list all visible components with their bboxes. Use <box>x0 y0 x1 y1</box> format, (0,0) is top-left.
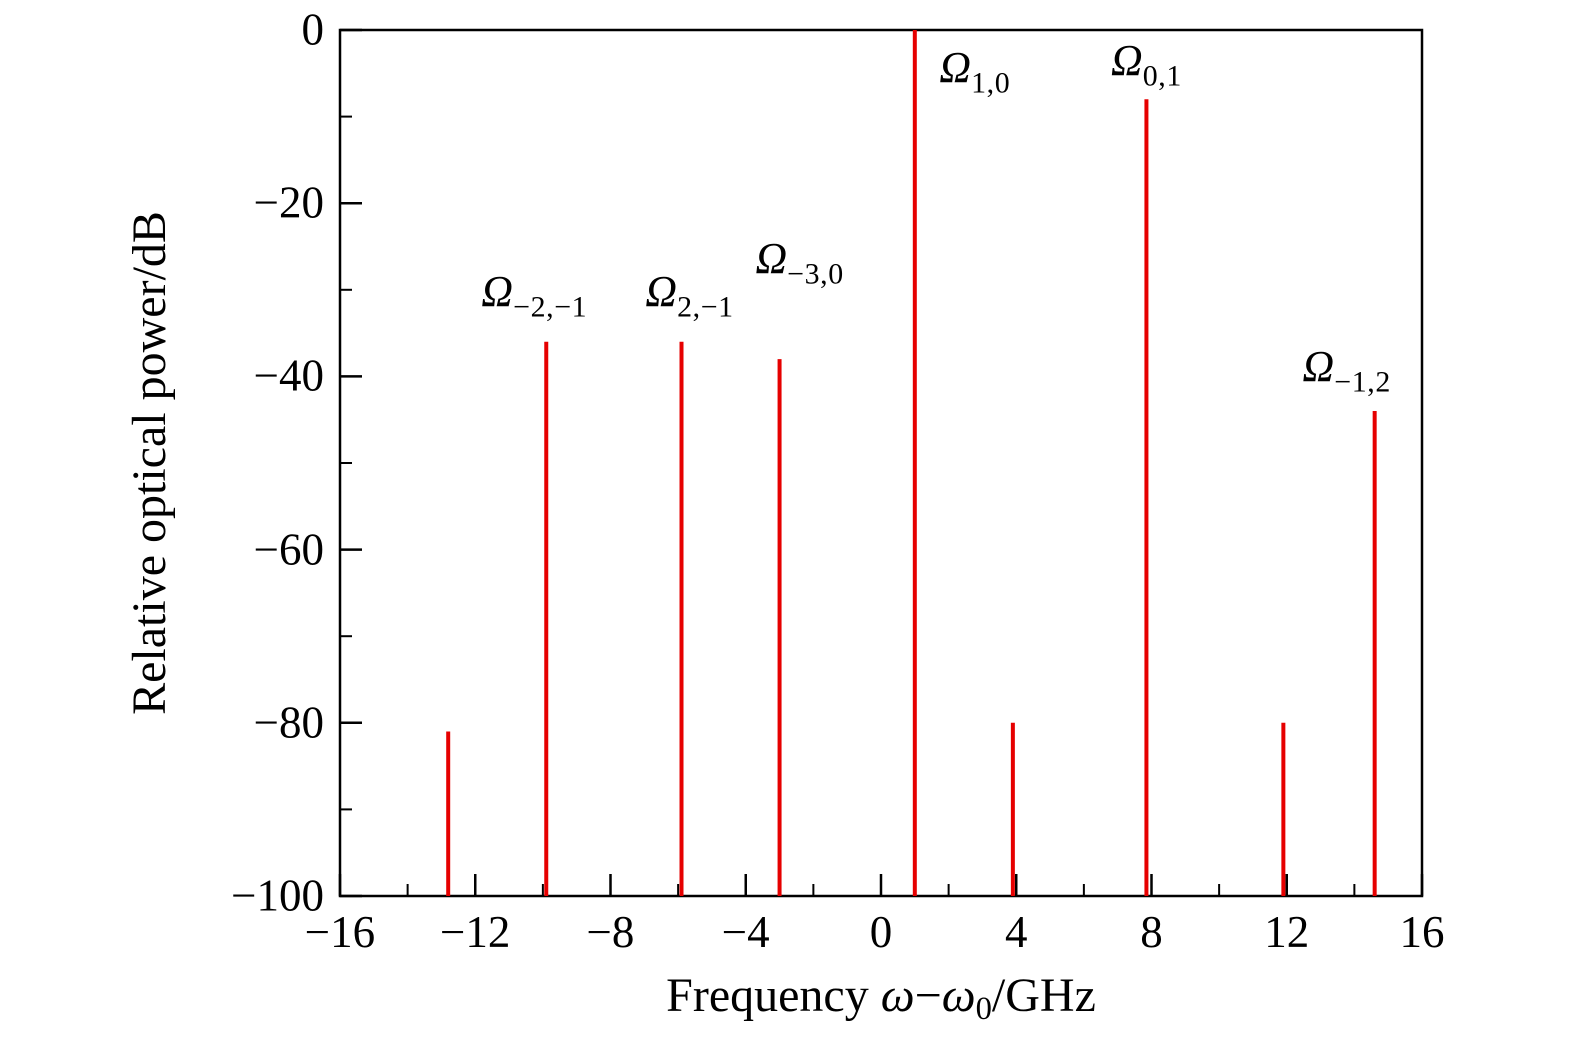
x-axis-title-part: /GHz <box>991 969 1096 1022</box>
y-axis-title: Relative optical power/dB <box>123 211 176 715</box>
plot-frame <box>338 28 1424 898</box>
x-axis-title-part: ω <box>941 969 976 1022</box>
x-axis-title-part: 0 <box>975 991 992 1028</box>
x-axis-title-part: ω <box>880 969 915 1022</box>
x-axis-title-part: − <box>914 969 942 1022</box>
x-axis-title: Frequency ω−ω0/GHz <box>666 972 1096 1026</box>
x-axis-title-part: Frequency <box>666 969 881 1022</box>
